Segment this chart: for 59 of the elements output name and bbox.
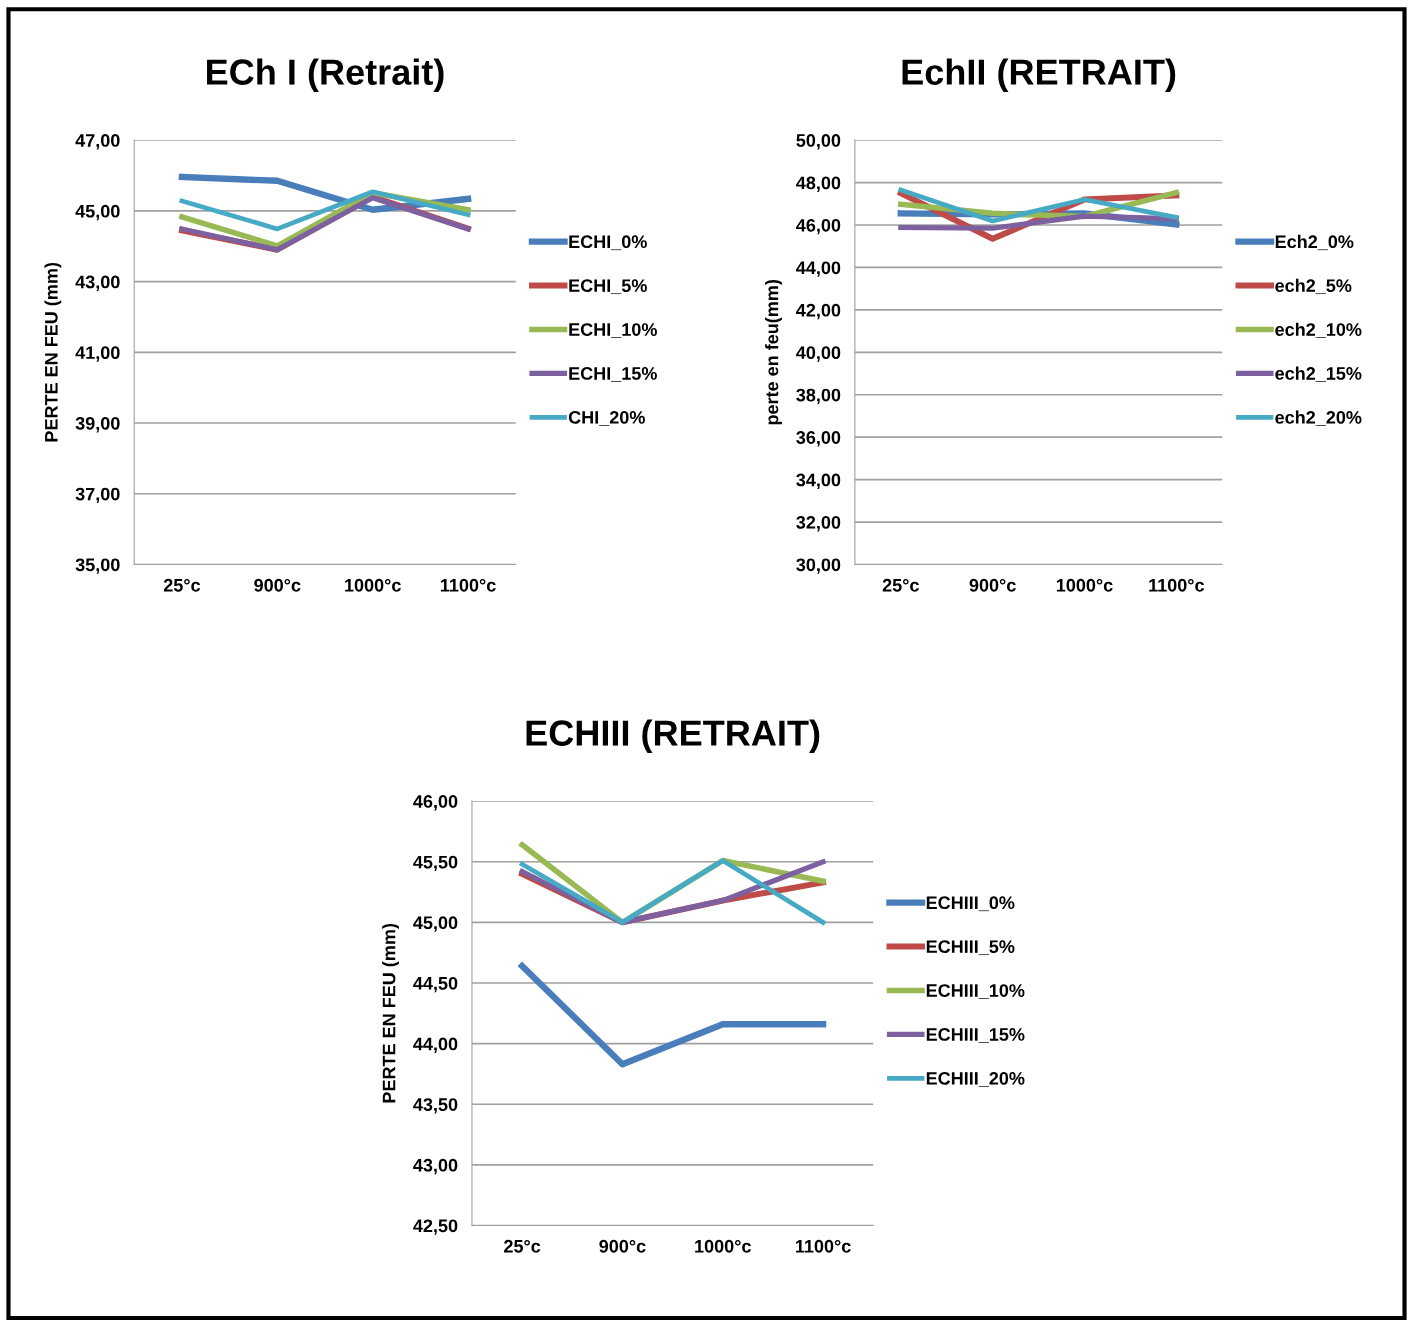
y-tick-label: 37,00: [75, 487, 120, 504]
y-tick-label: 34,00: [796, 473, 841, 489]
legend-label: ech2_20%: [1275, 410, 1362, 426]
y-tick-label: 45,00: [75, 204, 120, 221]
y-tick-label: 43,00: [75, 275, 120, 291]
legend-label: ECHIII_0%: [926, 896, 1015, 912]
y-tick-label: 35,00: [75, 558, 120, 574]
x-tick-label: 1000°c: [345, 578, 401, 592]
chart-title: EchII (RETRAIT): [902, 58, 1176, 93]
legend-label: ECHIII_20%: [926, 1071, 1025, 1087]
y-tick-label: 44,00: [796, 261, 841, 277]
x-tick-label: 1000°c: [1056, 578, 1113, 592]
legend-label: ECHI_0%: [569, 235, 647, 251]
y-tick-label: 42,00: [796, 303, 841, 320]
x-tick-label: 1000°c: [695, 1239, 751, 1253]
y-tick-label: 45,50: [413, 855, 458, 872]
y-tick-label: 32,00: [796, 515, 841, 532]
legend-label: ech2_15%: [1275, 366, 1362, 382]
legend-label: ECHI_5%: [569, 279, 647, 295]
x-tick-label: 900°c: [254, 578, 301, 592]
chart-title: ECh I (Retrait): [207, 58, 444, 93]
y-tick-label: 50,00: [796, 134, 841, 150]
y-tick-label: 40,00: [796, 346, 841, 362]
legend-label: CHI_20%: [568, 410, 645, 426]
x-tick-label: 1100°c: [795, 1239, 851, 1253]
x-tick-label: 900°c: [969, 578, 1016, 592]
y-tick-label: 42,50: [413, 1219, 458, 1235]
x-tick-label: 25°c: [882, 578, 919, 592]
y-tick-label: 44,00: [413, 1037, 458, 1053]
y-tick-label: 43,00: [413, 1158, 458, 1175]
y-axis-title: PERTE EN FEU (mm): [382, 923, 399, 1103]
legend-label: ECHI_10%: [569, 323, 657, 338]
y-tick-label: 45,00: [413, 916, 458, 932]
y-tick-label: 36,00: [796, 431, 841, 447]
legend-label: ECHIII_15%: [926, 1028, 1025, 1043]
y-tick-label: 48,00: [796, 176, 841, 192]
x-tick-label: 1100°c: [440, 578, 496, 592]
y-tick-label: 38,00: [796, 388, 841, 405]
y-axis-title: perte en feu(mm): [765, 279, 782, 425]
chart-title: ECHIII (RETRAIT): [526, 719, 820, 754]
y-tick-label: 41,00: [75, 346, 120, 362]
x-tick-label: 1100°c: [1149, 578, 1205, 592]
y-tick-label: 46,00: [413, 795, 458, 811]
y-tick-label: 44,50: [413, 976, 458, 993]
legend-label: ech2_10%: [1275, 322, 1362, 338]
y-tick-label: 46,00: [796, 218, 841, 235]
x-tick-label: 25°c: [163, 578, 201, 592]
legend-label: ECHIII_5%: [926, 940, 1015, 956]
x-tick-label: 900°c: [599, 1239, 646, 1253]
y-tick-label: 30,00: [796, 558, 841, 574]
y-tick-label: 39,00: [75, 416, 120, 433]
legend-label: ECHIII_10%: [926, 984, 1025, 999]
y-axis-title: PERTE EN FEU (mm): [44, 262, 62, 442]
y-tick-label: 43,50: [413, 1098, 458, 1114]
legend-label: Ech2_0%: [1275, 234, 1354, 251]
y-tick-label: 47,00: [75, 134, 120, 150]
legend-label: ECHI_15%: [569, 367, 657, 382]
x-tick-label: 25°c: [504, 1239, 541, 1253]
legend-label: ech2_5%: [1275, 278, 1352, 295]
